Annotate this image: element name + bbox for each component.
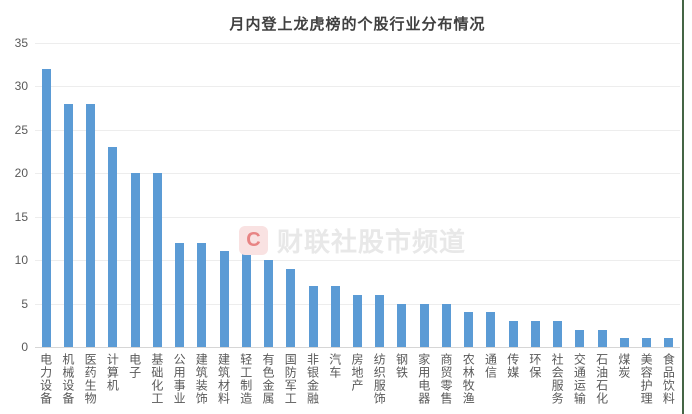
x-axis-category-label: 环保 [527, 353, 542, 379]
bar [508, 320, 518, 347]
x-axis-line [35, 347, 680, 348]
x-axis-category-label: 电力设备 [38, 353, 53, 405]
x-axis-category-label: 建筑装饰 [194, 353, 209, 405]
bar [108, 147, 118, 347]
x-axis-category-label: 商贸零售 [438, 353, 453, 405]
x-axis-category-label: 交通运输 [572, 353, 587, 405]
bar [63, 103, 73, 347]
x-axis-category-label: 钢铁 [394, 353, 409, 379]
x-axis-category-label: 轻工制造 [238, 353, 253, 405]
x-axis-category-label: 有色金属 [261, 353, 276, 405]
bar [375, 294, 385, 347]
bar [397, 303, 407, 347]
x-axis-category-label: 建筑材料 [216, 353, 231, 405]
gridline [35, 260, 680, 262]
bar [575, 329, 585, 347]
bar [553, 320, 563, 347]
bar [597, 329, 607, 347]
bar [197, 242, 207, 347]
x-axis-category-label: 医药生物 [83, 353, 98, 405]
x-axis-category-label: 计算机 [105, 353, 120, 392]
x-axis-category-label: 纺织服饰 [372, 353, 387, 405]
x-axis-category-label: 煤炭 [616, 353, 631, 379]
bar [464, 312, 474, 347]
x-axis-category-label: 农林牧渔 [461, 353, 476, 405]
bar [241, 251, 251, 347]
bar [330, 286, 340, 347]
bar [441, 303, 451, 347]
x-axis-category-label: 美容护理 [639, 353, 654, 405]
bar [152, 173, 162, 347]
x-axis-category-label: 公用事业 [172, 353, 187, 405]
bar [419, 303, 429, 347]
y-axis-tick-label: 15 [14, 209, 28, 224]
bar [308, 286, 318, 347]
y-axis-tick-label: 10 [14, 253, 28, 268]
x-axis-category-label: 食品饮料 [661, 353, 676, 405]
x-axis-category-label: 机械设备 [60, 353, 75, 405]
x-axis-category-label: 传媒 [505, 353, 520, 379]
bar [486, 312, 496, 347]
y-axis-tick-label: 20 [14, 166, 28, 181]
x-axis-category-label: 石油石化 [594, 353, 609, 405]
bar [353, 294, 362, 347]
bar [286, 268, 296, 347]
plot-area: 0 5 10 15 20 25 30 35 电力设备 机械设备 医药生物 计算机 电子 基础化工 公用事业建… [15, 36, 680, 405]
y-axis-tick-label: 0 [21, 340, 28, 354]
gridline [35, 173, 680, 175]
chart-title: 月内登上龙虎榜的个股行业分布情况 [229, 16, 486, 33]
bar [175, 242, 185, 347]
x-axis-category-label: 通信 [483, 353, 498, 379]
x-axis-category-label: 家用电器 [416, 353, 431, 405]
x-axis-category-label: 非银金融 [305, 353, 320, 405]
bar [86, 103, 96, 347]
bar [219, 251, 229, 347]
gridline [35, 129, 680, 131]
x-axis-category-label: 汽车 [327, 353, 342, 379]
bar [530, 320, 540, 347]
bar [642, 338, 652, 347]
x-axis-category-label: 国防军工 [283, 353, 298, 405]
gridline [35, 86, 680, 88]
x-axis-category-label: 基础化工 [149, 353, 164, 405]
bar [619, 338, 629, 347]
bar [264, 260, 274, 347]
bar [664, 338, 674, 347]
x-axis-category-label: 房地产 [350, 353, 364, 392]
x-axis-category-label: 社会服务 [550, 353, 565, 405]
gridline [35, 43, 680, 44]
y-axis-tick-label: 25 [14, 122, 28, 137]
y-axis-tick-label: 35 [14, 36, 28, 50]
bar [130, 173, 140, 347]
y-axis-tick-label: 30 [14, 79, 28, 94]
x-axis-category-label: 电子 [127, 353, 142, 379]
y-axis-tick-label: 5 [21, 296, 28, 311]
panel-right-border [682, 0, 684, 414]
gridline [35, 216, 680, 218]
bar [41, 69, 51, 347]
